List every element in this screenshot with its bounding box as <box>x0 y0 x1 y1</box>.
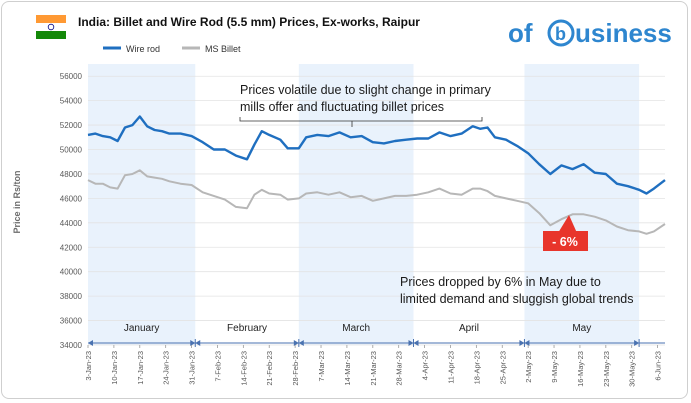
month-band-january <box>88 64 196 345</box>
month-band-march <box>298 64 414 345</box>
month-label-january: January <box>124 323 160 334</box>
month-label-april: April <box>459 323 479 334</box>
drop-badge <box>543 231 588 251</box>
x-tick-label: 10-Jan-23 <box>110 351 119 385</box>
bottom-note-line-1: Prices dropped by 6% in May due to <box>400 275 601 289</box>
arrow-head <box>519 340 525 346</box>
y-tick-label: 48000 <box>60 170 83 179</box>
month-label-february: February <box>227 323 267 334</box>
logo-prefix: of <box>508 18 533 48</box>
logo-mark: b <box>555 24 566 44</box>
x-tick-label: 24-Jan-23 <box>162 351 171 385</box>
arrow-head <box>634 340 640 346</box>
arrow-head <box>298 340 304 346</box>
x-tick-label: 31-Jan-23 <box>188 351 197 385</box>
y-tick-label: 44000 <box>60 219 83 228</box>
x-tick-label: 28-Mar-23 <box>395 351 404 386</box>
india-flag <box>36 15 66 39</box>
x-tick-label: 14-Mar-23 <box>343 351 352 386</box>
arrow-head <box>408 340 414 346</box>
arrow-head <box>190 340 196 346</box>
y-axis-ticks: 34000 36000 38000 40000 42000 44000 46000 48000… <box>60 72 83 350</box>
x-tick-label: 7-Feb-23 <box>213 351 222 381</box>
x-tick-label: 4-Apr-23 <box>421 351 430 380</box>
arrow-head <box>195 340 201 346</box>
x-tick-label: 7-Mar-23 <box>317 351 326 381</box>
arrow-head <box>413 340 419 346</box>
x-tick-label: 21-Feb-23 <box>265 351 274 386</box>
series-lines <box>87 115 666 235</box>
volatility-annotation: Prices volatile due to slight change in … <box>239 83 492 127</box>
x-tick-label: 21-Mar-23 <box>369 351 378 386</box>
month-bands <box>88 64 640 345</box>
y-tick-label: 56000 <box>60 72 83 81</box>
top-note-line-2: mills offer and fluctuating billet price… <box>240 100 444 114</box>
y-tick-label: 34000 <box>60 341 83 350</box>
month-label-march: March <box>342 323 370 334</box>
x-tick-label: 6-Jun-23 <box>654 351 663 381</box>
y-axis-title: Price in Rs/ton <box>12 170 22 233</box>
ofbusiness-logo: of b usiness <box>508 18 672 48</box>
price-chart: India: Billet and Wire Rod (5.5 mm) Pric… <box>12 15 672 387</box>
x-tick-label: 14-Feb-23 <box>239 351 248 386</box>
arrow-head <box>524 340 530 346</box>
logo-suffix: usiness <box>575 18 672 48</box>
arrow-head <box>293 340 299 346</box>
x-tick-label: 9-May-23 <box>550 351 559 383</box>
month-label-may: May <box>572 323 591 334</box>
gridlines <box>88 75 665 346</box>
y-tick-label: 50000 <box>60 146 83 155</box>
y-tick-label: 36000 <box>60 317 83 326</box>
bracket-line <box>239 117 483 122</box>
x-tick-label: 2-May-23 <box>524 351 533 383</box>
month-band-may <box>524 64 640 345</box>
legend-label-wire-rod: Wire rod <box>126 44 160 54</box>
legend: Wire rod MS Billet <box>103 44 241 54</box>
x-tick-label: 17-Jan-23 <box>136 351 145 385</box>
arrow-head <box>88 340 93 346</box>
y-tick-label: 42000 <box>60 243 83 252</box>
x-tick-label: 18-Apr-23 <box>472 351 481 384</box>
legend-label-billet: MS Billet <box>205 44 241 54</box>
y-tick-label: 52000 <box>60 121 83 130</box>
x-tick-label: 3-Jan-23 <box>84 351 93 381</box>
y-tick-label: 38000 <box>60 292 83 301</box>
x-tick-label: 11-Apr-23 <box>446 351 455 384</box>
x-tick-label: 23-May-23 <box>602 351 611 387</box>
x-axis: January February March April May <box>88 323 665 347</box>
x-axis-ticks: 3-Jan-23 10-Jan-23 17-Jan-23 24-Jan-23 31-Ja… <box>84 345 663 387</box>
x-tick-label: 25-Apr-23 <box>498 351 507 384</box>
x-tick-label: 30-May-23 <box>628 351 637 387</box>
callout-pointer <box>558 215 577 233</box>
x-tick-label: 16-May-23 <box>576 351 585 387</box>
series-line-wire-rod <box>87 115 666 195</box>
y-tick-label: 54000 <box>60 97 83 106</box>
y-tick-label: 46000 <box>60 194 83 203</box>
drop-badge-label: - 6% <box>552 235 578 249</box>
bottom-note-line-2: limited demand and sluggish global trend… <box>400 292 633 306</box>
drop-callout: - 6% <box>543 215 588 251</box>
top-note-line-1: Prices volatile due to slight change in … <box>240 83 492 97</box>
chart-title: India: Billet and Wire Rod (5.5 mm) Pric… <box>78 15 420 29</box>
y-tick-label: 40000 <box>60 268 83 277</box>
series-line-ms-billet <box>87 169 666 235</box>
x-tick-label: 28-Feb-23 <box>291 351 300 386</box>
